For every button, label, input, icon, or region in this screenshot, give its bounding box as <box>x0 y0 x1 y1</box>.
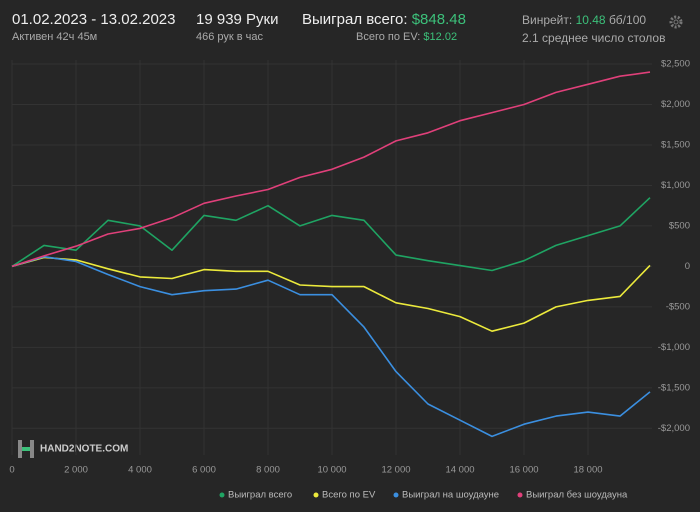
y-tick-label: $2,000 <box>661 99 690 110</box>
logo-text: HAND2NOTE.COM <box>40 444 128 455</box>
value: $12.02 <box>423 31 458 43</box>
legend-label: Выиграл на шоудауне <box>402 490 499 501</box>
label: Всего по EV: <box>356 31 421 43</box>
y-tick-label: -$1,500 <box>658 382 690 393</box>
y-tick-label: 0 <box>685 261 690 272</box>
period: 01.02.2023 - 13.02.2023 <box>12 11 176 28</box>
x-tick-label: 16 000 <box>509 465 538 476</box>
winrate: Винрейт: 10.48 бб/100 <box>522 13 646 27</box>
x-tick-label: 8 000 <box>256 465 280 476</box>
y-tick-label: -$500 <box>666 301 690 312</box>
legend-swatch <box>219 492 225 498</box>
hands: 19 939 Руки <box>196 11 279 28</box>
series-line <box>11 197 651 272</box>
y-tick-label: $1,000 <box>661 180 690 191</box>
x-tick-label: 18 000 <box>573 465 602 476</box>
y-tick-label: -$1,000 <box>658 342 690 353</box>
legend-item[interactable]: Выиграл на шоудауне <box>393 490 500 501</box>
x-tick-label: 2 000 <box>64 465 88 476</box>
legend-swatch <box>393 492 399 498</box>
logo: HAND2NOTE.COM <box>18 440 128 458</box>
tables: 2.1 среднее число столов <box>522 31 666 45</box>
legend-swatch <box>313 492 319 498</box>
settings-button[interactable] <box>668 14 684 30</box>
legend-swatch <box>517 492 523 498</box>
legend-item[interactable]: Выиграл без шоудауна <box>517 490 629 501</box>
label: Винрейт: <box>522 13 573 27</box>
series-line <box>11 256 651 332</box>
label: Выиграл всего: <box>302 11 408 28</box>
legend-label: Выиграл всего <box>228 490 292 501</box>
legend-label: Выиграл без шоудауна <box>526 490 628 501</box>
legend-item[interactable]: Выиграл всего <box>219 490 293 501</box>
legend-item[interactable]: Всего по EV <box>313 490 376 501</box>
y-tick-label: $500 <box>669 220 690 231</box>
x-tick-label: 0 <box>9 465 14 476</box>
y-tick-label: $1,500 <box>661 140 690 151</box>
x-tick-label: 4 000 <box>128 465 152 476</box>
ev-total: Всего по EV: $12.02 <box>356 31 457 43</box>
unit: бб/100 <box>608 13 647 27</box>
value: $848.48 <box>411 11 466 28</box>
x-tick-label: 12 000 <box>381 465 410 476</box>
won-total: Выиграл всего: $848.48 <box>302 11 466 28</box>
hands-per-hour: 466 рук в час <box>196 31 264 43</box>
y-tick-label: $2,500 <box>661 59 690 70</box>
value: 10.48 <box>575 13 606 27</box>
active-time: Активен 42ч 45м <box>12 31 98 43</box>
y-tick-label: -$2,000 <box>658 423 690 434</box>
series-line <box>11 255 651 438</box>
x-tick-label: 10 000 <box>317 465 346 476</box>
x-tick-label: 14 000 <box>445 465 474 476</box>
series-line <box>11 71 651 268</box>
legend-label: Всего по EV <box>322 490 376 501</box>
x-tick-label: 6 000 <box>192 465 216 476</box>
